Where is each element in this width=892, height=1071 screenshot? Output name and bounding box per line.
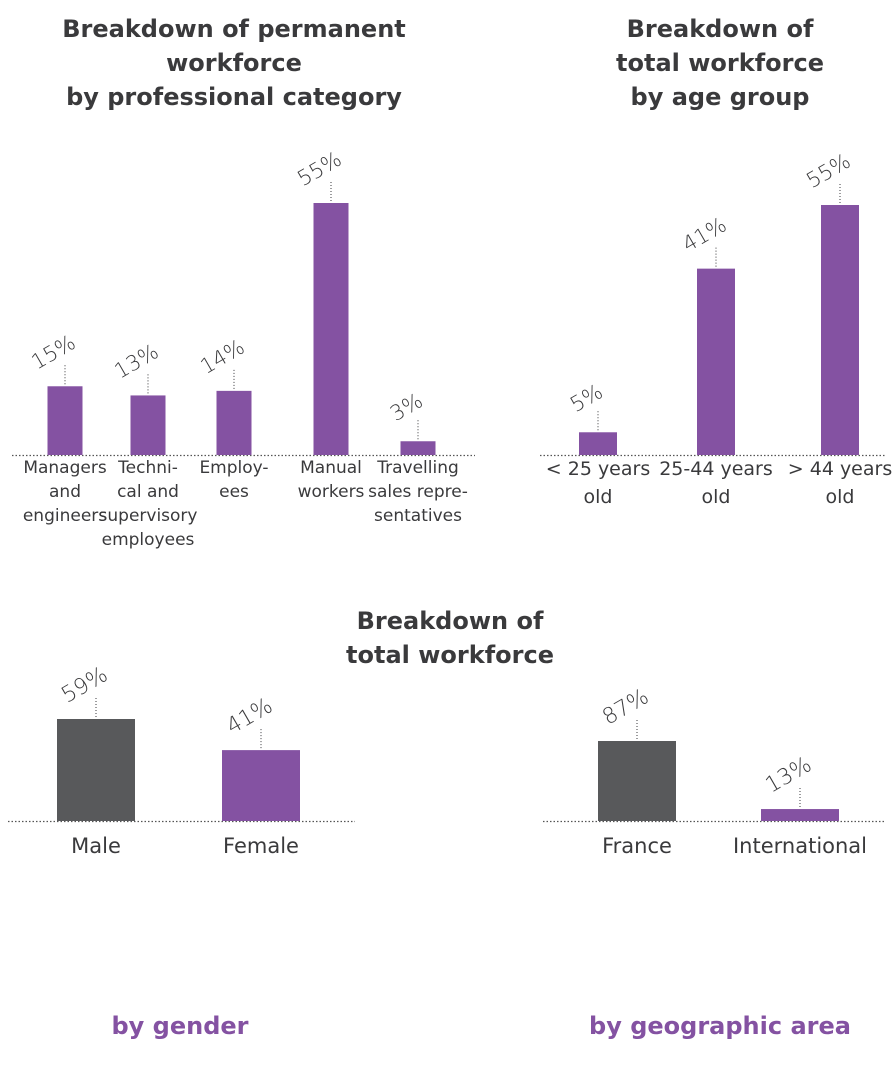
title-age-group: Breakdown of total workforce by age grou… <box>616 15 824 111</box>
chart-2-value-label-0: 59% <box>57 662 112 708</box>
chart-3-bar-0 <box>598 741 676 821</box>
chart-0-value-label-0: 15% <box>27 330 79 374</box>
chart-0-bar-2 <box>216 390 252 455</box>
chart-1-value-label-2: 55% <box>802 149 854 193</box>
chart-3-category-label-0: France <box>602 834 672 858</box>
chart-0-value-label-4: 3% <box>386 388 427 425</box>
chart-3-bar-1 <box>761 809 839 821</box>
chart-0-category-label-0: Managers and engineers <box>23 458 107 526</box>
chart-0-category-label-2: Employ-ees <box>199 458 268 502</box>
chart-1-category-label-0: < 25 years old <box>546 458 650 508</box>
chart-0-value-label-1: 13% <box>110 339 162 383</box>
chart-0-value-label-3: 55% <box>293 147 345 191</box>
chart-2-category-label-0: Male <box>71 834 121 858</box>
chart-0-category-label-3: Manual workers <box>298 458 365 502</box>
chart-0-bar-1 <box>130 395 166 455</box>
title-total-workforce: Breakdown of total workforce <box>346 607 554 669</box>
chart-0-bar-3 <box>313 203 349 455</box>
chart-2-value-label-1: 41% <box>222 693 277 739</box>
chart-2-category-label-1: Female <box>223 834 299 858</box>
chart-1-value-label-0: 5% <box>566 379 607 416</box>
chart-3-value-label-0: 87% <box>598 684 653 730</box>
chart-1-value-label-1: 41% <box>678 213 730 257</box>
chart-1-category-label-2: > 44 years old <box>788 458 892 508</box>
chart-0-bar-4 <box>400 441 436 455</box>
chart-1-bar-0 <box>579 432 617 455</box>
chart-0-category-label-4: Travelling sales repre-sentatives <box>368 458 468 526</box>
chart-0-value-label-2: 14% <box>196 335 248 379</box>
chart-3-value-label-1: 13% <box>761 752 816 798</box>
subtitle-gender: by gender <box>111 1012 249 1040</box>
title-professional-category: Breakdown of permanent workforce by prof… <box>62 15 406 111</box>
chart-1-bar-2 <box>821 205 859 455</box>
chart-2-bar-0 <box>57 719 135 821</box>
chart-1-category-label-1: 25-44 years old <box>659 458 773 508</box>
chart-2-bar-1 <box>222 750 300 821</box>
subtitle-geographic-area: by geographic area <box>589 1012 851 1040</box>
chart-1-bar-1 <box>697 268 735 455</box>
chart-0-category-label-1: Techni-cal and supervisory employees <box>99 458 198 550</box>
chart-3-category-label-1: International <box>733 834 867 858</box>
chart-0-bar-0 <box>47 386 83 455</box>
